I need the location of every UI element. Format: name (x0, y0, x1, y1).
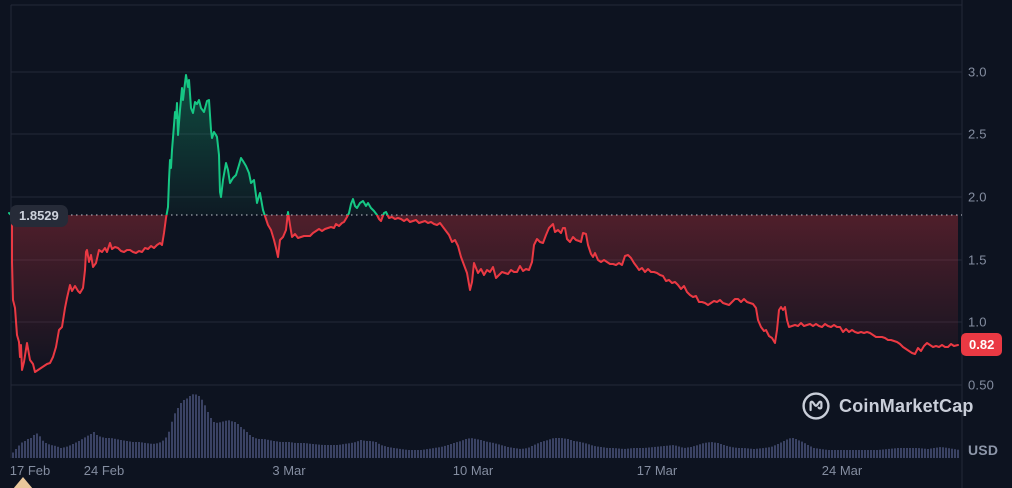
y-axis-label: 3.0 (968, 64, 987, 80)
coinmarketcap-logo-icon (802, 392, 830, 420)
y-axis-label: 2.0 (968, 189, 987, 205)
x-axis-label: 17 Feb (9, 463, 51, 478)
current-price-badge: 0.82 (961, 333, 1003, 356)
y-axis-label: 0.50 (968, 377, 995, 393)
x-axis-label: 17 Mar (636, 463, 678, 478)
y-axis-label: USD (968, 442, 999, 458)
y-axis-label: 2.5 (968, 126, 987, 142)
baseline-price-label: 1.8529 (10, 205, 68, 227)
x-axis-label: 24 Mar (821, 463, 863, 478)
x-axis-label: 10 Mar (452, 463, 494, 478)
y-axis-label: 1.5 (968, 252, 987, 268)
y-axis-label: 1.0 (968, 314, 987, 330)
cursor-pointer-icon (13, 477, 33, 488)
x-axis-label: 3 Mar (272, 463, 306, 478)
coinmarketcap-watermark[interactable]: CoinMarketCap (802, 392, 974, 420)
x-axis-label: 24 Feb (83, 463, 125, 478)
coinmarketcap-watermark-text: CoinMarketCap (839, 395, 974, 416)
